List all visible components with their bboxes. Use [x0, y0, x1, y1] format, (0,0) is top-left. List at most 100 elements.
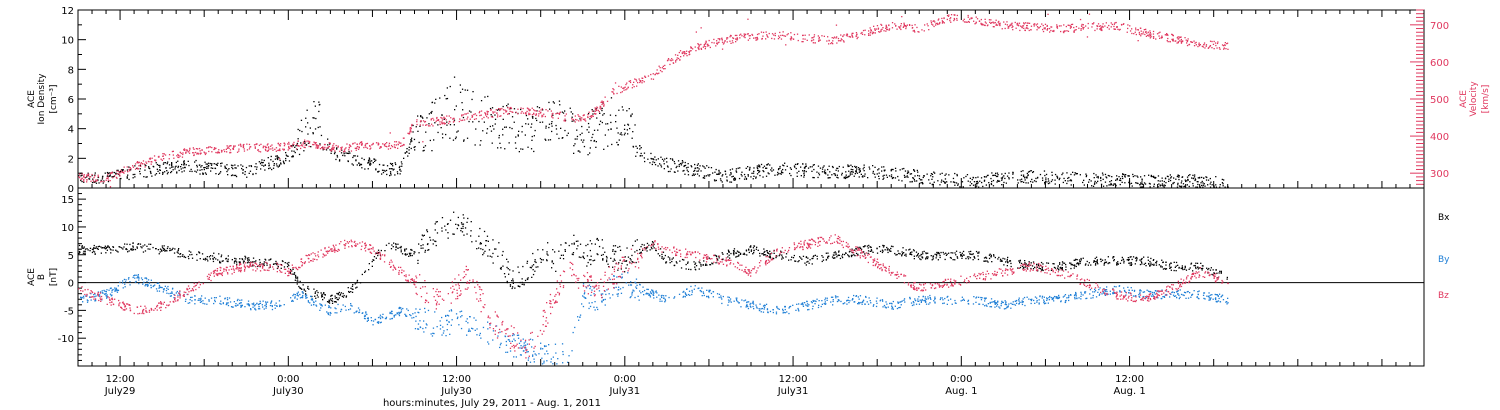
velocity-point: [872, 31, 874, 33]
bx-point: [1096, 262, 1098, 264]
velocity-point: [509, 110, 511, 112]
velocity-point: [1100, 29, 1102, 31]
density-point: [756, 165, 758, 167]
density-point: [517, 134, 519, 136]
velocity-point: [300, 144, 302, 147]
density-point: [285, 157, 287, 160]
bx-point: [814, 254, 816, 256]
density-point: [895, 170, 897, 172]
bx-point: [531, 276, 533, 278]
density-point: [227, 174, 229, 176]
density-point: [164, 171, 166, 173]
density-point: [885, 174, 888, 176]
density-point: [734, 178, 737, 180]
velocity-point: [1101, 28, 1103, 30]
bx-point: [716, 258, 718, 260]
density-point: [181, 171, 183, 173]
velocity-point: [139, 163, 142, 165]
bx-point: [163, 249, 165, 251]
bx-point: [512, 286, 514, 288]
bx-point: [172, 247, 174, 249]
velocity-point: [984, 21, 986, 23]
velocity-point: [736, 37, 738, 39]
density-point: [579, 118, 581, 120]
density-point: [745, 167, 747, 169]
bx-point: [324, 294, 326, 296]
velocity-point: [1094, 29, 1096, 32]
bx-point: [1134, 257, 1137, 259]
bx-point: [991, 261, 993, 263]
velocity-point: [395, 144, 397, 146]
velocity-point: [201, 149, 203, 151]
velocity-point: [1148, 33, 1150, 35]
density-point: [934, 172, 936, 174]
bx-point: [350, 291, 352, 293]
density-point: [766, 164, 769, 166]
bx-point: [209, 258, 211, 260]
bx-point: [851, 248, 853, 250]
velocity-point: [681, 52, 684, 55]
velocity-point: [652, 73, 654, 75]
bx-point: [296, 283, 298, 285]
bx-point: [624, 256, 626, 258]
density-point: [195, 159, 197, 162]
velocity-point: [1145, 35, 1148, 37]
density-point: [462, 109, 464, 111]
bx-point: [376, 252, 378, 254]
velocity-point: [400, 142, 402, 144]
density-point: [1101, 172, 1104, 174]
bx-point: [1037, 264, 1040, 267]
density-point: [115, 172, 117, 175]
density-point: [454, 137, 457, 140]
velocity-point: [1014, 21, 1016, 24]
velocity-point: [852, 32, 854, 34]
velocity-point: [1060, 30, 1062, 33]
density-point: [303, 150, 305, 152]
bx-point: [499, 267, 502, 270]
bx-point: [639, 248, 641, 251]
velocity-point: [422, 141, 424, 143]
density-point: [823, 171, 825, 173]
density-point: [235, 174, 237, 177]
density-point: [204, 161, 206, 163]
bx-point: [163, 248, 166, 250]
bx-point: [1202, 267, 1204, 270]
bx-point: [1164, 268, 1167, 270]
velocity-point: [782, 34, 784, 36]
velocity-point: [749, 37, 751, 40]
density-point: [235, 167, 237, 169]
density-point: [683, 165, 686, 167]
density-point: [1054, 179, 1056, 181]
bx-point: [486, 235, 489, 237]
velocity-point: [1007, 25, 1009, 28]
density-point: [977, 182, 979, 184]
density-point: [419, 125, 421, 127]
bx-point: [266, 264, 268, 266]
bx-point: [1136, 257, 1138, 259]
density-point: [592, 113, 594, 115]
density-point: [327, 147, 329, 149]
velocity-point: [604, 96, 606, 98]
velocity-point: [1146, 32, 1148, 34]
bx-point: [176, 251, 178, 253]
velocity-point: [1177, 38, 1179, 40]
velocity-point: [881, 24, 883, 26]
density-point: [547, 139, 550, 141]
density-point: [744, 176, 746, 178]
velocity-point: [930, 20, 932, 22]
bx-point: [350, 287, 352, 289]
velocity-point: [290, 145, 292, 147]
bx-point: [1155, 262, 1158, 264]
bx-point: [704, 264, 707, 266]
bx-point: [733, 252, 735, 255]
bx-point: [1029, 264, 1031, 266]
bx-point: [781, 256, 783, 258]
density-point: [1178, 176, 1180, 178]
bx-point: [921, 256, 924, 258]
bx-point: [1116, 264, 1118, 266]
bx-point: [395, 246, 397, 248]
density-point: [145, 176, 147, 178]
velocity-point: [896, 28, 898, 30]
density-point: [254, 166, 256, 168]
velocity-point: [162, 153, 164, 155]
